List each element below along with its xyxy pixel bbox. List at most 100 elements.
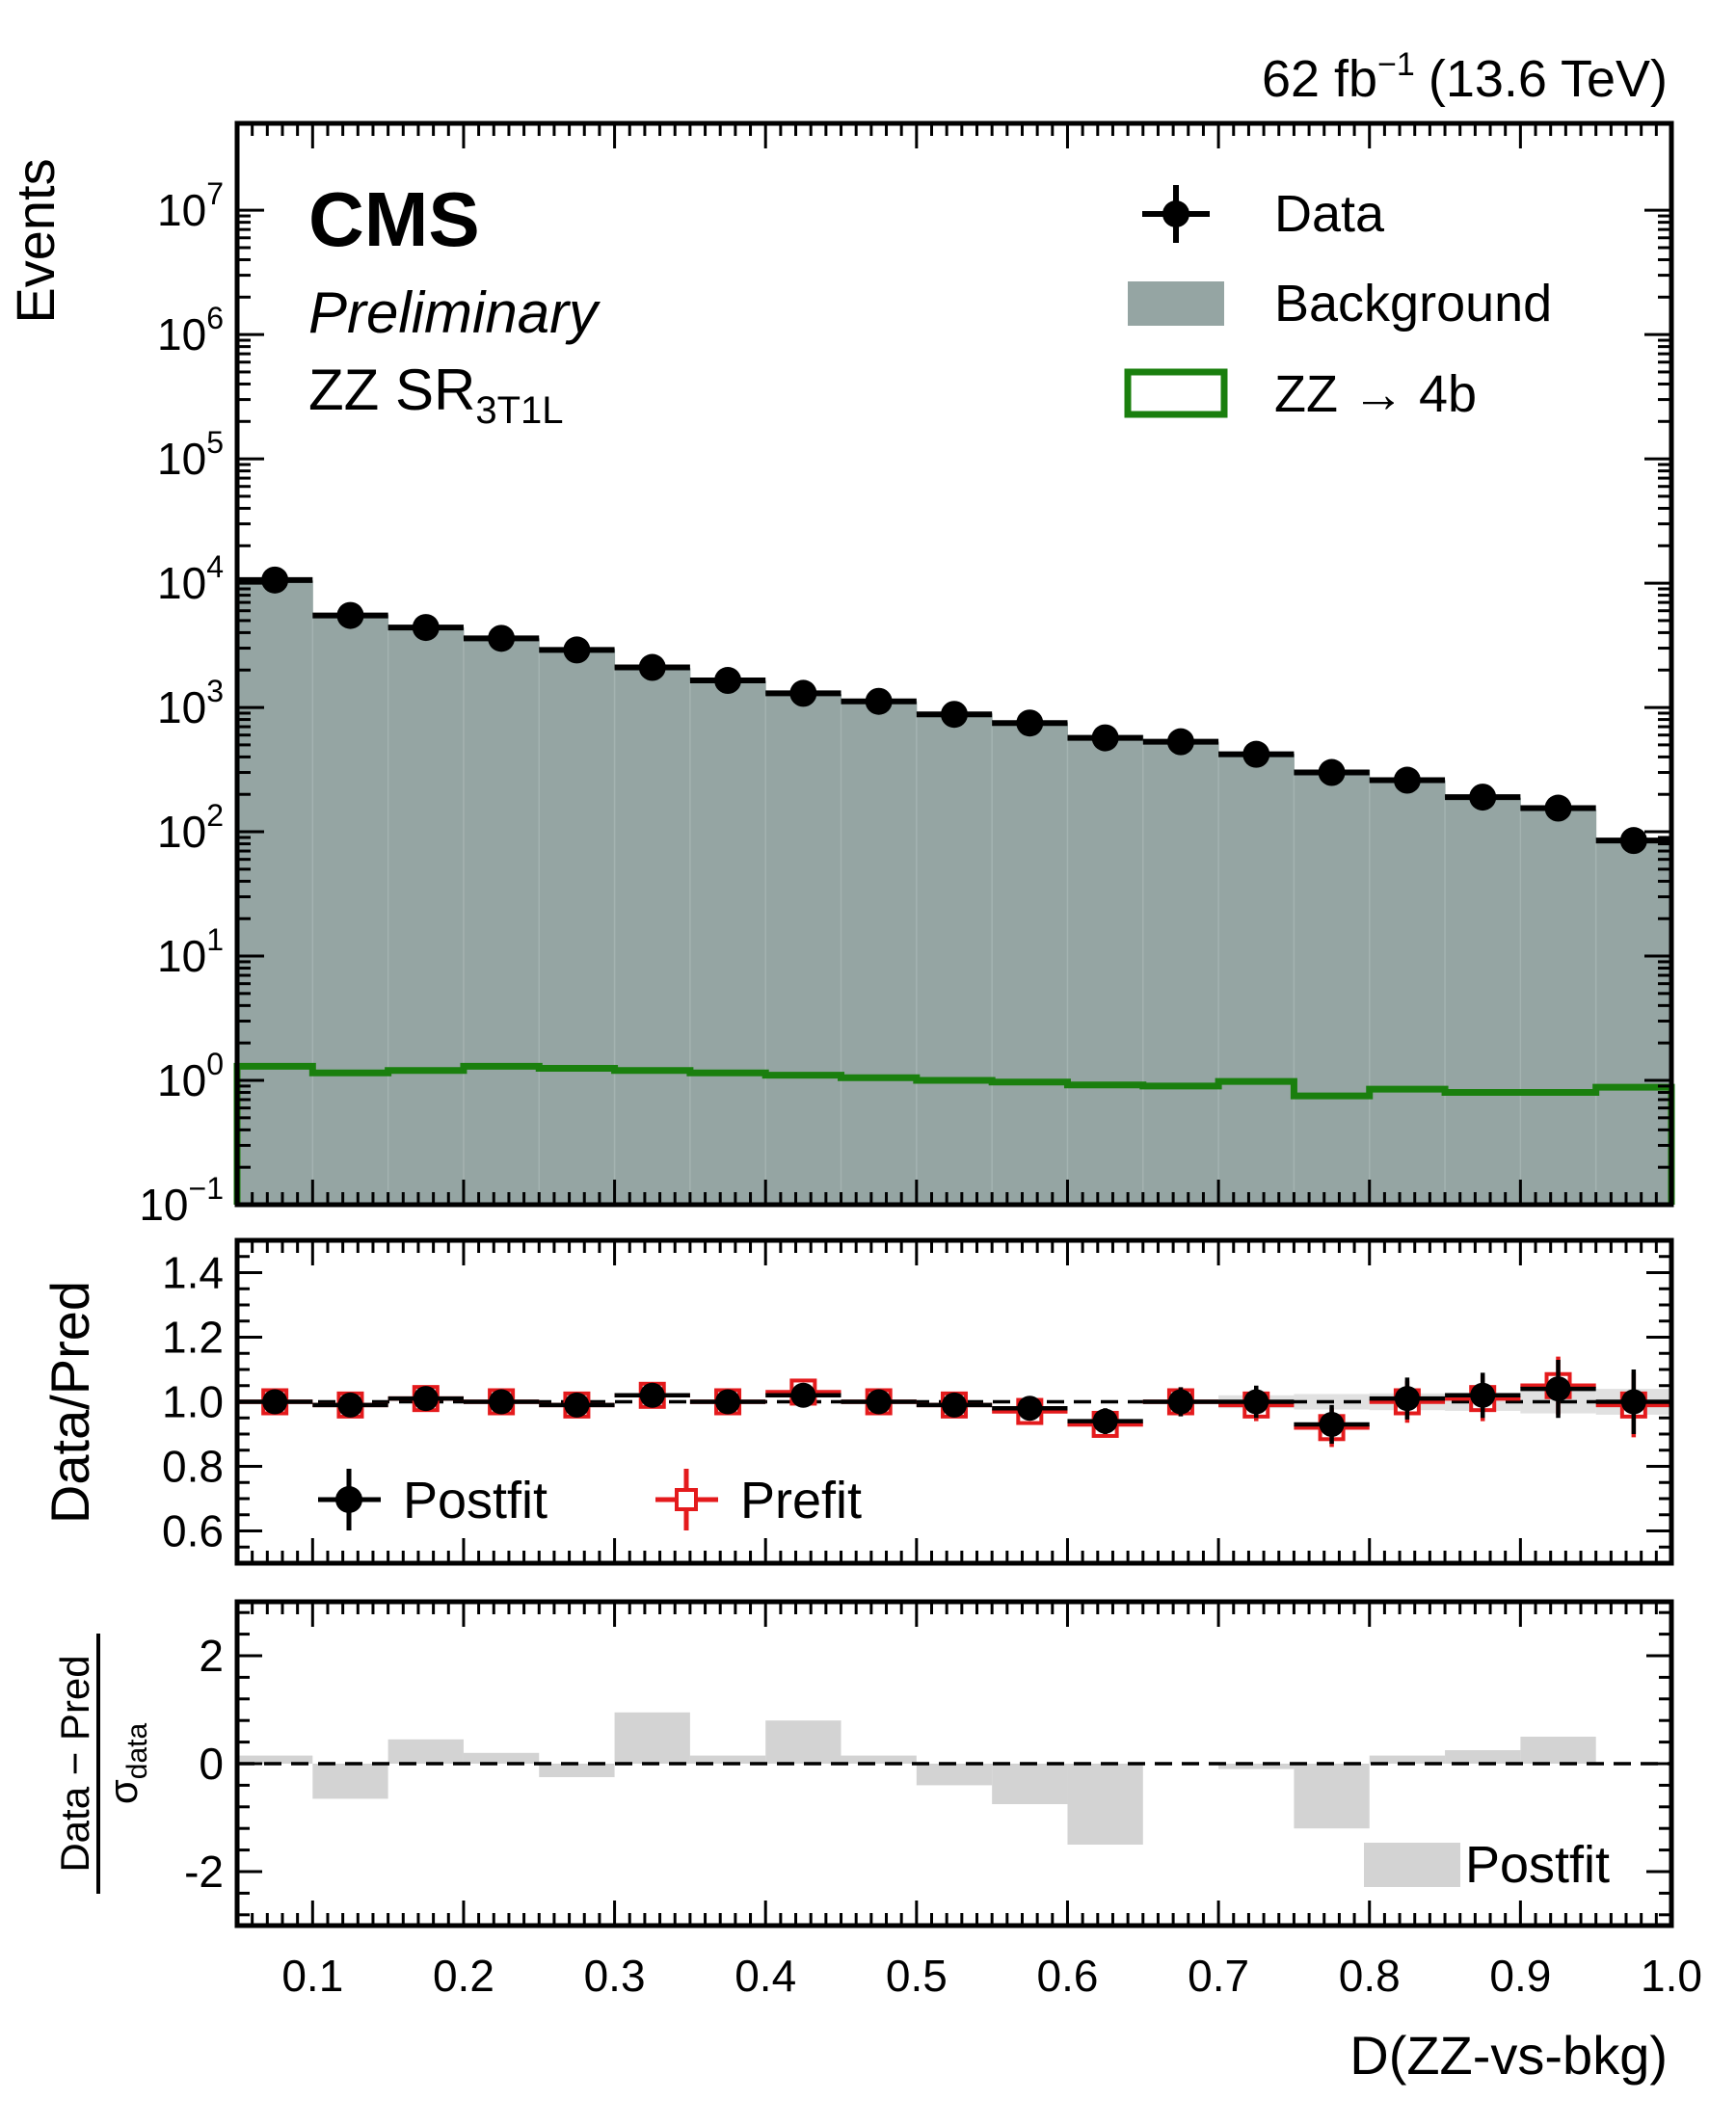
pull-y-tick-label: 0 [199, 1739, 224, 1789]
data-point [714, 667, 742, 695]
pull-bar [387, 1739, 464, 1764]
pull-bar [1218, 1764, 1295, 1769]
ratio-y-tick-label: 1.4 [162, 1248, 224, 1298]
y-tick-label: 10−1 [139, 1171, 224, 1230]
y-tick-label: 103 [157, 674, 224, 732]
legend-data-label: Data [1274, 185, 1385, 243]
data-point [1091, 724, 1119, 752]
legend-postfit-label: Postfit [403, 1472, 548, 1529]
data-point [1242, 740, 1270, 768]
postfit-point [413, 1386, 439, 1412]
postfit-point [262, 1389, 288, 1415]
background-bar [237, 580, 313, 1205]
x-tick-label: 0.1 [281, 1951, 343, 2001]
background-bar [689, 680, 766, 1205]
legend-data-marker [1142, 185, 1210, 243]
background-bar [992, 722, 1068, 1205]
x-tick-label: 0.8 [1339, 1951, 1401, 2001]
background-bar [312, 614, 389, 1205]
legend-background-swatch [1128, 281, 1224, 326]
pull-bar [841, 1755, 917, 1764]
pull-bar [1067, 1764, 1143, 1845]
legend-prefit-label: Prefit [740, 1472, 862, 1529]
background-bar [916, 713, 993, 1205]
pull-bar [916, 1764, 993, 1786]
postfit-point [715, 1389, 741, 1415]
background-bar [1369, 780, 1446, 1205]
pull-panel-content [237, 1712, 1671, 1845]
main-panel-content [233, 566, 1675, 1205]
svg-text:σdata: σdata [100, 1723, 153, 1805]
postfit-point [564, 1392, 590, 1418]
pull-bar [312, 1764, 388, 1799]
legend-prefit-marker [655, 1469, 718, 1530]
y-axis-title-pull: Data − Pred σdata [52, 1634, 153, 1894]
lumi-label: 62 fb−1 (13.6 TeV) [1262, 46, 1668, 108]
postfit-point [1620, 1389, 1646, 1415]
ratio-panel-content [237, 1356, 1671, 1448]
postfit-point [1243, 1389, 1269, 1415]
postfit-point [866, 1389, 892, 1415]
background-bar [1294, 769, 1371, 1205]
pull-bar [237, 1755, 313, 1764]
pull-bar [1369, 1755, 1446, 1764]
pull-bar [765, 1720, 841, 1764]
region-label: ZZ SR3T1L [308, 358, 564, 432]
background-bar [841, 701, 918, 1205]
preliminary-label: Preliminary [308, 280, 601, 345]
data-point [1166, 728, 1194, 756]
pull-bar [1294, 1764, 1370, 1829]
legend-signal-swatch [1124, 368, 1228, 418]
postfit-point [1394, 1386, 1420, 1412]
y-tick-label: 102 [157, 798, 224, 857]
postfit-point [337, 1392, 363, 1418]
data-point [1544, 794, 1572, 822]
data-point [412, 614, 440, 642]
data-point [1619, 827, 1647, 855]
main-legend: Data Background ZZ → 4b [1124, 185, 1552, 423]
pull-bar [1520, 1737, 1596, 1764]
postfit-point [1167, 1389, 1193, 1415]
data-point [1318, 758, 1346, 786]
ratio-y-tick-label: 1.2 [162, 1313, 224, 1363]
data-point [488, 625, 516, 652]
pull-bar [1445, 1750, 1521, 1764]
x-tick-label: 0.6 [1036, 1951, 1098, 2001]
data-point [1469, 784, 1497, 811]
postfit-point [1017, 1396, 1043, 1422]
pull-y-tick-label: -2 [184, 1847, 224, 1897]
pull-bar [463, 1752, 540, 1764]
postfit-point [1470, 1382, 1496, 1408]
signal-step-line [233, 1062, 1675, 1205]
y-axis-title-ratio: Data/Pred [40, 1281, 100, 1524]
background-bar [614, 668, 691, 1205]
x-axis-title: D(ZZ-vs-bkg) [1349, 2025, 1668, 2086]
x-tick-label: 1.0 [1641, 1951, 1702, 2001]
data-point [336, 601, 364, 629]
legend-background-label: Background [1274, 275, 1552, 332]
pull-bar [992, 1764, 1068, 1804]
y-tick-label: 105 [157, 425, 224, 484]
legend-postfit-marker [318, 1469, 381, 1530]
pull-bar [614, 1712, 690, 1764]
postfit-point [1545, 1376, 1571, 1402]
x-tick-label: 0.3 [584, 1951, 646, 2001]
background-bar [1142, 741, 1219, 1205]
y-tick-label: 100 [157, 1047, 224, 1105]
postfit-point [942, 1392, 967, 1418]
data-point [261, 566, 289, 594]
y-tick-label: 106 [157, 301, 224, 359]
data-point [638, 653, 666, 681]
background-bar [463, 638, 540, 1205]
background-bar [765, 694, 842, 1205]
pull-bar [539, 1764, 615, 1777]
y-axis-title-events: Events [5, 158, 66, 323]
postfit-point [790, 1382, 816, 1408]
x-tick-label: 0.2 [433, 1951, 494, 2001]
data-point [789, 679, 817, 707]
ratio-legend: Postfit Prefit [318, 1469, 862, 1530]
main-panel-frame [234, 120, 1674, 1208]
postfit-point [489, 1389, 515, 1415]
y-tick-label: 107 [157, 176, 224, 235]
postfit-point [639, 1382, 665, 1408]
